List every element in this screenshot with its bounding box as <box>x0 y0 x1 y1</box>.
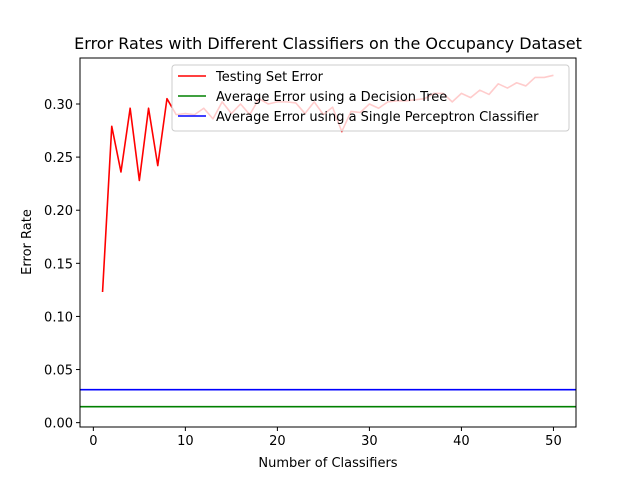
y-tick-label: 0.30 <box>44 98 73 113</box>
x-axis-label: Number of Classifiers <box>258 456 397 471</box>
x-tick-label: 30 <box>361 434 378 449</box>
legend-label: Average Error using a Decision Tree <box>216 90 447 105</box>
y-tick-label: 0.20 <box>44 204 73 219</box>
y-tick-label: 0.00 <box>44 417 73 432</box>
x-tick-label: 50 <box>545 434 562 449</box>
legend-label: Average Error using a Single Perceptron … <box>216 110 539 125</box>
x-axis-ticks: 0 10 20 30 40 50 <box>89 427 562 449</box>
x-tick-label: 20 <box>269 434 286 449</box>
y-tick-label: 0.15 <box>44 257 73 272</box>
x-tick-label: 0 <box>89 434 97 449</box>
chart-title: Error Rates with Different Classifiers o… <box>74 34 582 53</box>
legend-box <box>171 64 570 132</box>
y-tick-label: 0.05 <box>44 364 73 379</box>
y-tick-label: 0.10 <box>44 310 73 325</box>
x-tick-label: 10 <box>177 434 194 449</box>
y-axis-label: Error Rate <box>20 209 35 275</box>
plot-area: Testing Set Error Average Error using a D… <box>79 57 577 428</box>
y-tick-label: 0.25 <box>44 151 73 166</box>
plot-frame <box>79 57 577 428</box>
legend-label: Testing Set Error <box>215 70 324 85</box>
x-tick-label: 40 <box>453 434 470 449</box>
y-axis-ticks: 0.00 0.05 0.10 0.15 0.20 0.25 0.30 <box>44 98 80 432</box>
legend: Testing Set Error Average Error using a D… <box>171 64 570 132</box>
